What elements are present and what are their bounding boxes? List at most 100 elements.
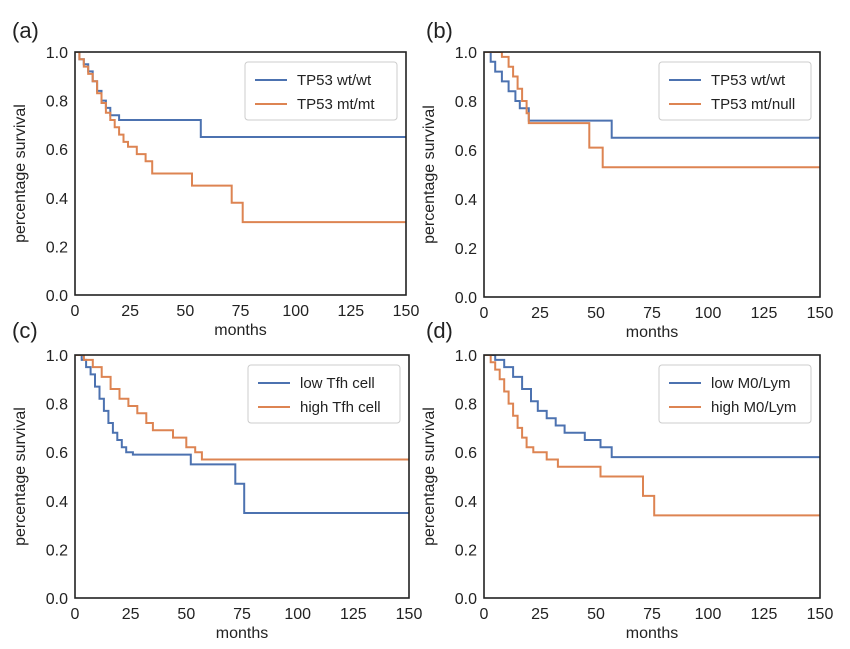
x-axis-label: months [214, 322, 266, 339]
y-tick-label: 0.8 [46, 397, 68, 414]
series-group [75, 355, 409, 514]
x-tick-label: 75 [233, 606, 251, 623]
y-tick-label: 0.6 [46, 445, 68, 462]
y-tick-label: 0.2 [455, 241, 477, 258]
y-tick-label: 0.2 [455, 542, 477, 559]
x-tick-label: 150 [807, 305, 834, 322]
x-tick-label: 0 [71, 303, 80, 320]
y-tick-label: 0.0 [455, 591, 477, 608]
x-tick-label: 125 [751, 606, 778, 623]
chart-panel-4: (d) 0 25 50 75 100 125 150 0.0 0.2 0.4 0.6 0.8 1.0 mon… [421, 318, 833, 642]
legend: TP53 wt/wt TP53 mt/mt [244, 61, 398, 121]
series-group [484, 52, 820, 169]
y-axis-label: percentage survival [421, 105, 438, 244]
plot-frame [483, 354, 821, 599]
y-tick-label: 1.0 [455, 45, 477, 62]
legend-box [247, 364, 401, 424]
y-tick-label: 0.6 [46, 142, 68, 159]
series-line-2 [484, 52, 820, 169]
x-tick-label: 75 [643, 305, 661, 322]
y-tick-label: 1.0 [46, 45, 68, 62]
y-tick-label: 0.0 [46, 591, 68, 608]
x-tick-label: 75 [643, 606, 661, 623]
panel-label: (c) [12, 318, 38, 343]
x-tick-label: 125 [340, 606, 367, 623]
y-tick-label: 0.2 [46, 239, 68, 256]
y-tick-label: 0.8 [455, 94, 477, 111]
legend: TP53 wt/wt TP53 mt/null [658, 61, 812, 121]
legend-box [658, 61, 812, 121]
x-tick-label: 50 [177, 606, 195, 623]
chart-panel-1: (a) 0 25 50 75 100 125 150 0.0 0.2 0.4 0.6 0.8 1.0 mon… [12, 18, 419, 339]
legend-box [244, 61, 398, 121]
x-tick-label: 0 [480, 606, 489, 623]
y-axis-label: percentage survival [12, 104, 29, 243]
series-line-2 [75, 52, 406, 224]
legend-label-2: TP53 mt/mt [297, 96, 375, 113]
series-group [484, 355, 820, 517]
chart-panel-2: (b) 0 25 50 75 100 125 150 0.0 0.2 0.4 0.6 0.8 1.0 mon… [421, 18, 833, 341]
x-tick-label: 100 [695, 606, 722, 623]
legend-label-2: TP53 mt/null [711, 96, 795, 113]
x-tick-label: 150 [807, 606, 834, 623]
x-tick-label: 25 [122, 606, 140, 623]
x-axis-label: months [216, 625, 268, 642]
series-line-1 [484, 52, 820, 139]
y-tick-label: 0.0 [46, 288, 68, 305]
y-axis-label: percentage survival [421, 407, 438, 546]
series-line-2 [484, 355, 820, 517]
y-tick-label: 0.0 [455, 290, 477, 307]
y-tick-label: 0.2 [46, 542, 68, 559]
x-tick-label: 75 [232, 303, 250, 320]
x-tick-label: 50 [176, 303, 194, 320]
y-tick-label: 0.4 [455, 494, 477, 511]
series-line-1 [484, 355, 820, 459]
y-tick-label: 0.4 [455, 192, 477, 209]
legend: low M0/Lym high M0/Lym [658, 364, 812, 424]
plot-frame [74, 354, 410, 599]
x-tick-label: 150 [396, 606, 423, 623]
y-tick-label: 0.8 [46, 94, 68, 111]
x-tick-label: 50 [587, 606, 605, 623]
x-axis-label: months [626, 324, 678, 341]
x-tick-label: 100 [695, 305, 722, 322]
series-line-1 [75, 355, 409, 514]
y-tick-label: 1.0 [455, 348, 477, 365]
legend-label-2: high M0/Lym [711, 399, 796, 416]
x-tick-label: 25 [531, 305, 549, 322]
series-group [75, 52, 406, 224]
x-tick-label: 0 [71, 606, 80, 623]
x-tick-label: 150 [393, 303, 420, 320]
legend-label-1: low Tfh cell [300, 375, 375, 392]
x-tick-label: 100 [282, 303, 309, 320]
x-tick-label: 125 [337, 303, 364, 320]
panel-label: (b) [426, 18, 453, 43]
legend-label-1: TP53 wt/wt [297, 72, 372, 89]
legend: low Tfh cell high Tfh cell [247, 364, 401, 424]
chart-panel-3: (c) 0 25 50 75 100 125 150 0.0 0.2 0.4 0.6 0.8 1.0 mon… [12, 318, 422, 642]
plot-frame [74, 51, 407, 296]
legend-box [658, 364, 812, 424]
plot-frame [483, 51, 821, 298]
legend-label-1: low M0/Lym [711, 375, 790, 392]
series-line-2 [75, 355, 409, 461]
x-tick-label: 50 [587, 305, 605, 322]
legend-label-2: high Tfh cell [300, 399, 381, 416]
y-tick-label: 0.6 [455, 143, 477, 160]
x-tick-label: 25 [121, 303, 139, 320]
x-tick-label: 0 [480, 305, 489, 322]
x-axis-label: months [626, 625, 678, 642]
legend-label-1: TP53 wt/wt [711, 72, 786, 89]
x-tick-label: 125 [751, 305, 778, 322]
y-tick-label: 0.4 [46, 494, 68, 511]
y-tick-label: 0.6 [455, 445, 477, 462]
y-axis-label: percentage survival [12, 407, 29, 546]
x-tick-label: 25 [531, 606, 549, 623]
panel-label: (a) [12, 18, 39, 43]
x-tick-label: 100 [284, 606, 311, 623]
y-tick-label: 0.4 [46, 191, 68, 208]
panel-label: (d) [426, 318, 453, 343]
y-tick-label: 1.0 [46, 348, 68, 365]
y-tick-label: 0.8 [455, 397, 477, 414]
